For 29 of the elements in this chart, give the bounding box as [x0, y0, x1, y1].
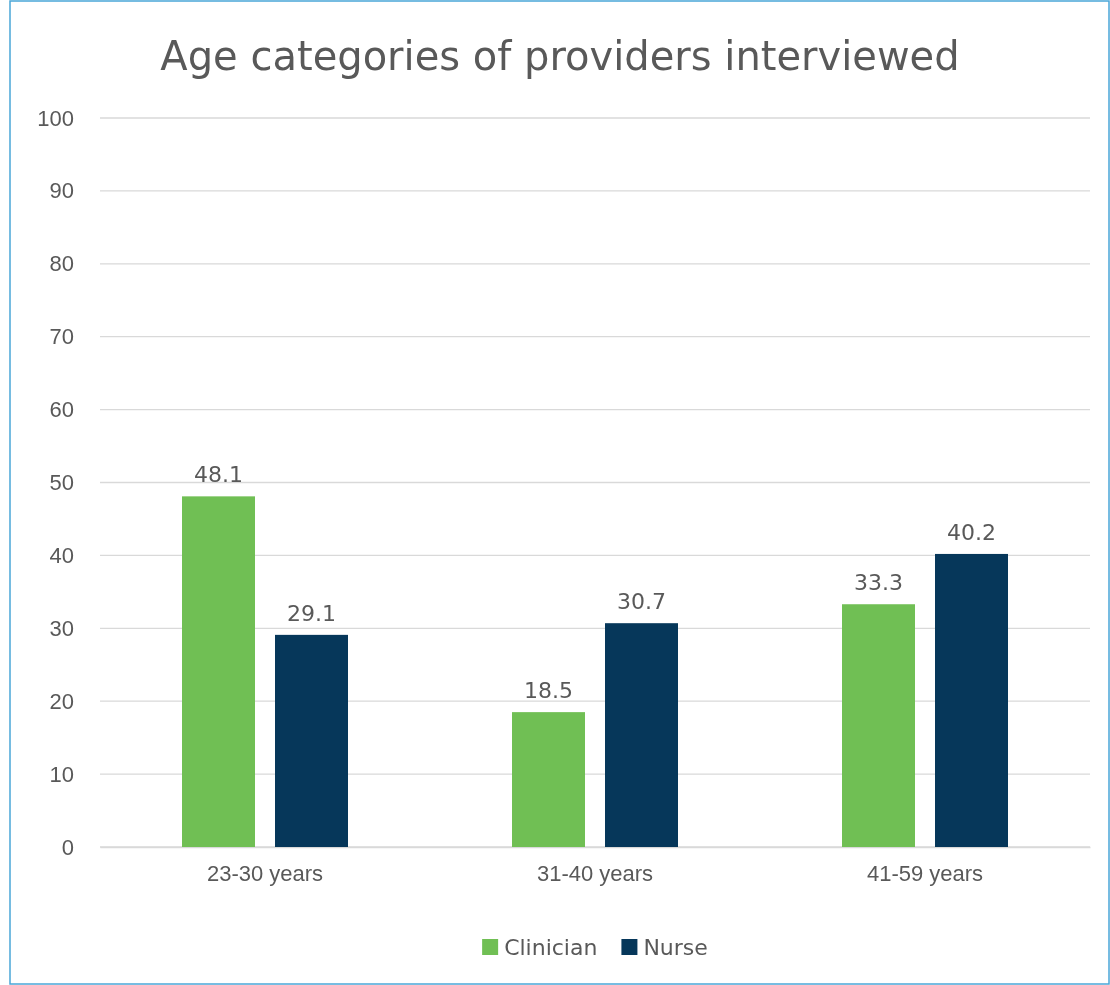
bar [842, 604, 915, 847]
bar [275, 634, 348, 847]
chart-title: Age categories of providers interviewed [160, 33, 960, 79]
data-label: 29.1 [287, 600, 336, 626]
y-tick-label: 20 [49, 688, 74, 714]
data-label: 40.2 [947, 519, 996, 545]
x-tick-label: 41-59 years [866, 860, 984, 886]
bar [512, 712, 585, 847]
y-tick-label: 70 [49, 324, 74, 350]
x-tick-label: 23-30 years [206, 860, 324, 886]
data-label: 33.3 [854, 570, 903, 596]
y-tick-label: 40 [49, 542, 74, 568]
legend-label: Clinician [504, 935, 598, 960]
data-label: 30.7 [617, 589, 666, 615]
y-tick-label: 80 [49, 251, 74, 277]
bar [605, 623, 678, 847]
y-tick-label: 100 [37, 105, 74, 131]
bar [935, 553, 1008, 847]
data-label: 48.1 [194, 462, 243, 488]
x-tick-label: 31-40 years [536, 860, 654, 886]
data-label: 18.5 [524, 678, 573, 704]
y-tick-label: 10 [49, 761, 74, 787]
legend-label: Nurse [643, 935, 708, 960]
y-tick-label: 30 [49, 615, 74, 641]
bar [182, 496, 255, 847]
y-tick-label: 50 [49, 470, 74, 496]
y-tick-label: 60 [49, 397, 74, 423]
y-tick-label: 0 [61, 834, 74, 860]
y-tick-label: 90 [49, 178, 74, 204]
